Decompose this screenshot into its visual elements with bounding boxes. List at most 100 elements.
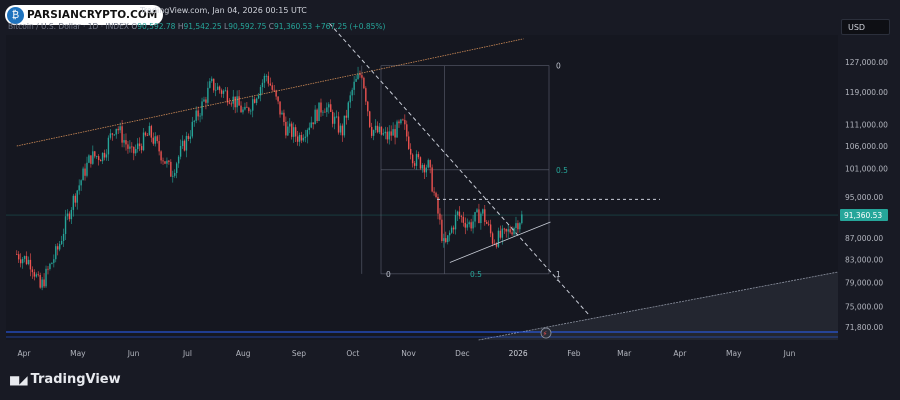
candle [131,146,133,148]
candle [349,95,351,103]
candle [113,134,115,136]
candle [242,109,244,113]
candle [160,151,162,161]
candle [33,272,36,277]
candle [427,160,429,168]
candle [386,131,388,140]
candle [388,131,390,140]
candle [326,107,328,113]
candle [450,227,453,233]
candle [330,104,332,112]
candle [365,88,367,102]
candle [437,197,439,214]
currency-selector[interactable]: USD [841,19,890,35]
candle [29,259,32,270]
candle [197,110,199,117]
candle [302,137,305,141]
candle [144,132,147,136]
candle [394,129,396,138]
candle [70,209,73,220]
candle [156,136,158,142]
x-tick-label: Aug [236,349,251,358]
candle [411,154,414,164]
x-tick-label: Mar [617,349,632,358]
candle [238,96,240,106]
candle [361,75,363,78]
candle [298,134,301,142]
candle [406,124,408,137]
candle [464,222,466,228]
candle [486,221,488,224]
candle [39,275,41,288]
candle [142,132,145,151]
candle [55,246,57,260]
candle [376,125,379,133]
ohlc-legend: Bitcoin / U.S. Dollar · 1D · INDEX O90,5… [8,22,385,31]
x-tick-label: Apr [673,349,687,358]
candle [413,163,416,166]
candle [314,109,316,125]
candle [148,126,151,136]
candle [497,230,500,247]
x-tick-label: Sep [292,349,306,358]
candle [283,112,285,122]
candle [172,175,174,177]
watermark-badge: ₿ PARSIANCRYPTO.COM [5,5,164,25]
change-value: +767.25 (+0.85%) [314,22,386,31]
candle [333,116,336,124]
candle [433,191,435,193]
candle [265,75,268,77]
candle [60,240,63,245]
candle [316,109,318,121]
candle [158,141,160,152]
y-tick-label: 119,000.00 [845,88,888,97]
candle [415,154,418,166]
candle [322,111,324,113]
candle [185,135,188,151]
candle [341,125,344,136]
candle [207,87,209,103]
candle [230,103,232,105]
candle [16,254,18,255]
candle [253,99,256,103]
candle [505,228,507,232]
x-tick-label: May [70,349,86,358]
candle [357,73,359,80]
candle [220,90,223,94]
candle [287,126,289,136]
symbol-name: Bitcoin / U.S. Dollar · 1D · INDEX [8,22,129,31]
candle [62,233,65,241]
candle [248,107,250,112]
candle [445,238,447,242]
candle [398,121,400,124]
candle [111,133,114,135]
candle [521,214,523,224]
y-tick-label: 87,000.00 [845,234,883,243]
candle [515,223,517,228]
candle [189,136,192,139]
candle [487,223,490,225]
candle [392,129,394,136]
candle [181,140,184,147]
candle [267,75,270,84]
candle [166,160,168,164]
candle [423,164,426,173]
candle [21,258,24,264]
candle [291,123,293,137]
candle [140,146,143,151]
candle [456,211,459,215]
fib-label: 1 [556,270,561,279]
candle [31,269,34,273]
candle [460,216,463,217]
candle [335,116,338,118]
candle [127,144,129,149]
candle [408,136,410,149]
candle [183,140,186,151]
candle [400,119,402,124]
candle [58,244,61,250]
candle [41,279,43,288]
candle [250,110,252,112]
candle [187,135,190,139]
